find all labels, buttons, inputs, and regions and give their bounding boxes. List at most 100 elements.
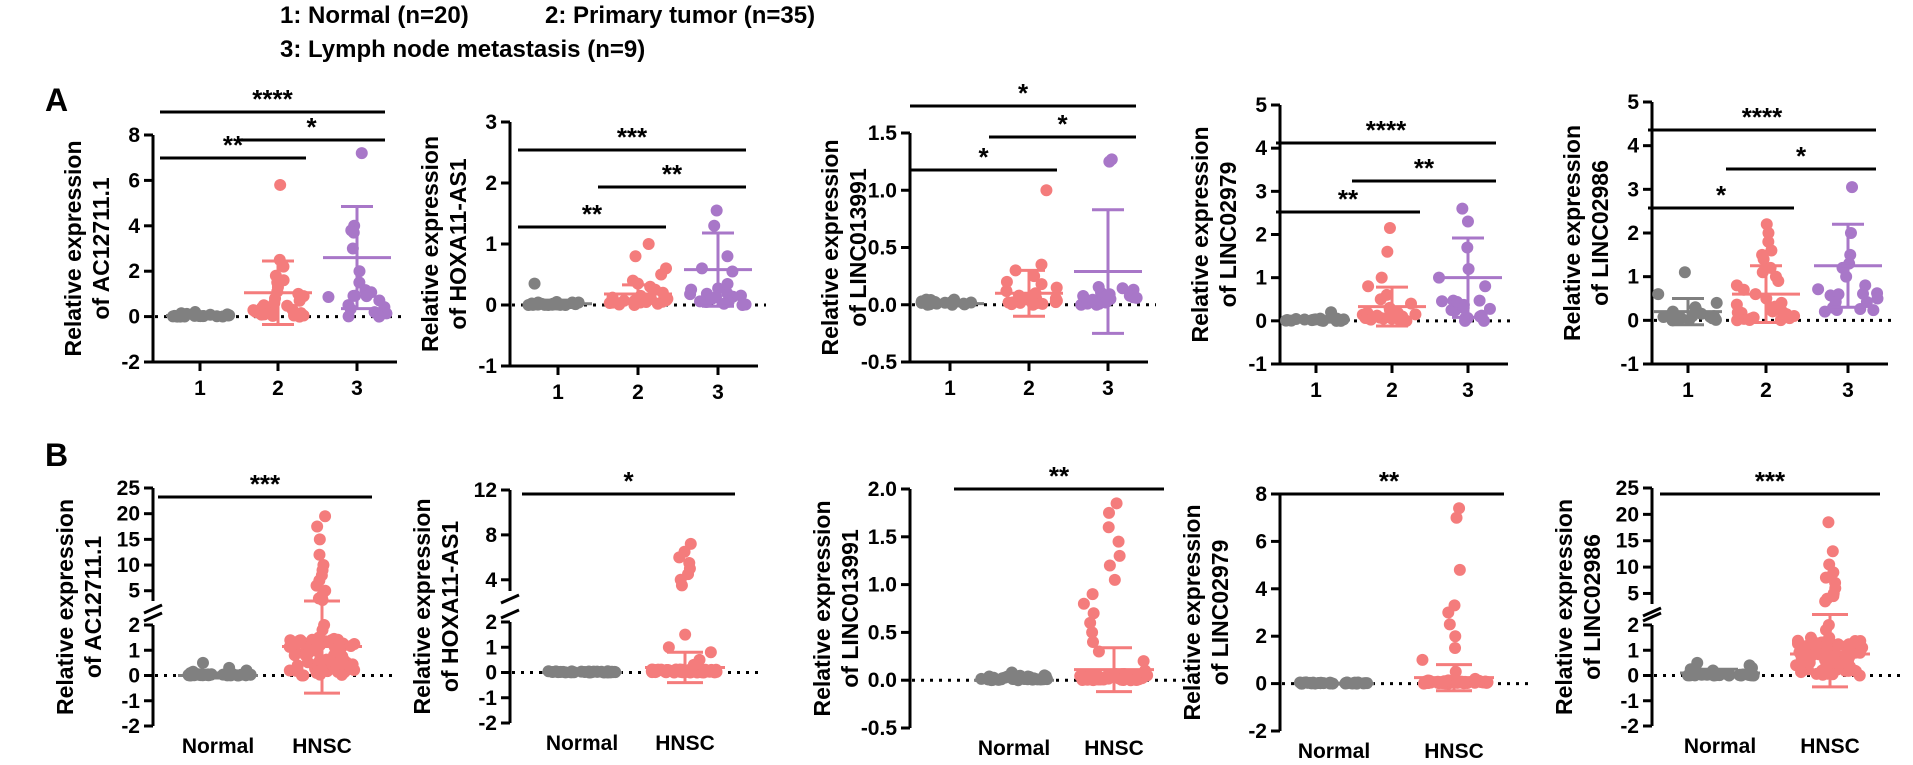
x-tick-label: Normal xyxy=(978,737,1050,760)
data-point xyxy=(258,308,271,321)
y-tick-label: -0.5 xyxy=(861,717,898,740)
data-point xyxy=(1652,288,1665,301)
significance-label: ** xyxy=(1414,153,1435,183)
data-point xyxy=(1141,669,1154,682)
y-tick-label: 20 xyxy=(1616,503,1639,526)
data-point xyxy=(1325,306,1338,319)
significance-label: **** xyxy=(1366,115,1407,145)
y-tick-label: 2 xyxy=(1255,224,1267,247)
x-tick-label: HNSC xyxy=(1800,735,1860,758)
x-tick-label: 1 xyxy=(1310,379,1322,402)
y-axis-label: Relative expressionof HOXA11-AS1 xyxy=(417,136,471,352)
data-point xyxy=(1449,642,1462,655)
significance-label: ** xyxy=(1049,461,1070,491)
y-tick-label: 6 xyxy=(1255,530,1267,553)
y-tick-label: 2 xyxy=(485,611,497,634)
x-tick-label: 1 xyxy=(552,381,564,404)
data-point xyxy=(1381,245,1394,258)
y-axis-label-line: Relative expression xyxy=(409,498,435,714)
y-tick-label: 1 xyxy=(1627,266,1639,289)
data-point xyxy=(1819,571,1832,584)
data-point xyxy=(1400,314,1413,327)
y-tick-label: -2 xyxy=(121,715,140,738)
y-axis-label: Relative expressionof LINC013991 xyxy=(809,500,863,716)
data-point xyxy=(1000,275,1013,288)
y-tick-label: 1 xyxy=(1255,267,1267,290)
y-tick-label: -0.5 xyxy=(861,351,898,374)
panel-label-a: A xyxy=(45,82,69,118)
data-point xyxy=(1710,296,1723,309)
y-tick-label: 4 xyxy=(485,569,497,592)
axis-break-mark xyxy=(143,611,163,623)
data-point xyxy=(1086,635,1099,648)
y-tick-label: -1 xyxy=(478,355,497,378)
data-point xyxy=(294,634,307,647)
data-point xyxy=(1087,607,1100,620)
y-tick-label: 10 xyxy=(117,554,140,577)
y-tick-label: 20 xyxy=(117,503,140,526)
x-tick-label: HNSC xyxy=(655,732,715,755)
y-tick-label: 0 xyxy=(1627,665,1639,688)
y-tick-label: 3 xyxy=(485,111,497,134)
data-point xyxy=(348,637,361,650)
x-tick-label: HNSC xyxy=(1084,737,1144,760)
data-point xyxy=(1088,671,1101,684)
significance-label: * xyxy=(1716,180,1727,210)
data-point xyxy=(1449,630,1462,643)
data-point xyxy=(1846,181,1859,194)
data-point xyxy=(687,658,700,671)
y-tick-label: 4 xyxy=(128,215,140,238)
data-point xyxy=(313,548,326,561)
x-tick-label: 1 xyxy=(944,377,956,400)
data-point xyxy=(1765,244,1778,257)
y-tick-label: 25 xyxy=(1616,477,1640,500)
data-point xyxy=(373,310,386,323)
y-tick-label: 0 xyxy=(1255,673,1267,696)
data-point xyxy=(1809,637,1822,650)
y-axis-label-line: of HOXA11-AS1 xyxy=(445,158,471,329)
chart-1: -2 0 2 4 6 8 1 2 3 Relative expressionof AC12711.… xyxy=(60,84,405,400)
data-point xyxy=(1678,266,1691,279)
data-point xyxy=(1035,258,1048,271)
y-tick-label: 1.5 xyxy=(868,526,898,549)
data-point xyxy=(346,658,359,671)
data-point xyxy=(1457,677,1470,690)
data-point xyxy=(1112,535,1125,548)
data-point xyxy=(1077,597,1090,610)
y-axis-label: Relative expressionof AC12711.1 xyxy=(52,499,106,715)
x-tick-label: Normal xyxy=(1684,735,1756,758)
data-point xyxy=(1453,563,1466,576)
y-tick-label: 2 xyxy=(485,172,497,195)
significance-label: ** xyxy=(1379,466,1400,496)
x-tick-label: Normal xyxy=(182,735,254,758)
data-point xyxy=(1764,301,1777,314)
data-point xyxy=(1124,674,1137,687)
data-point xyxy=(1436,295,1449,308)
y-tick-label: 0.0 xyxy=(868,669,897,692)
y-axis-label-line: Relative expression xyxy=(1551,499,1577,715)
y-axis-label-line: of LINC02979 xyxy=(1207,540,1233,686)
data-point xyxy=(1456,202,1469,215)
data-point xyxy=(704,646,717,659)
data-point xyxy=(1832,638,1845,651)
chart-5: -1 0 1 2 3 4 5 1 2 3 Relative expressionof LINC029… xyxy=(1559,91,1896,402)
data-point xyxy=(1409,308,1422,321)
data-point xyxy=(1795,666,1808,679)
data-point xyxy=(1371,309,1384,322)
data-point xyxy=(1103,559,1116,572)
data-point xyxy=(1050,281,1063,294)
data-point xyxy=(528,277,541,290)
data-point xyxy=(655,268,668,281)
legend-normal: 1: Normal (n=20) xyxy=(280,2,469,29)
data-point xyxy=(1453,502,1466,515)
data-point xyxy=(1840,270,1853,283)
significance-label: ** xyxy=(1338,184,1359,214)
data-point xyxy=(1086,588,1099,601)
data-point xyxy=(734,289,747,302)
y-axis-label: Relative expressionof LINC02986 xyxy=(1559,125,1613,341)
y-axis-label-line: Relative expression xyxy=(1187,126,1213,342)
data-point xyxy=(1826,545,1839,558)
y-tick-label: 3 xyxy=(1255,180,1267,203)
y-tick-label: 25 xyxy=(117,477,141,500)
